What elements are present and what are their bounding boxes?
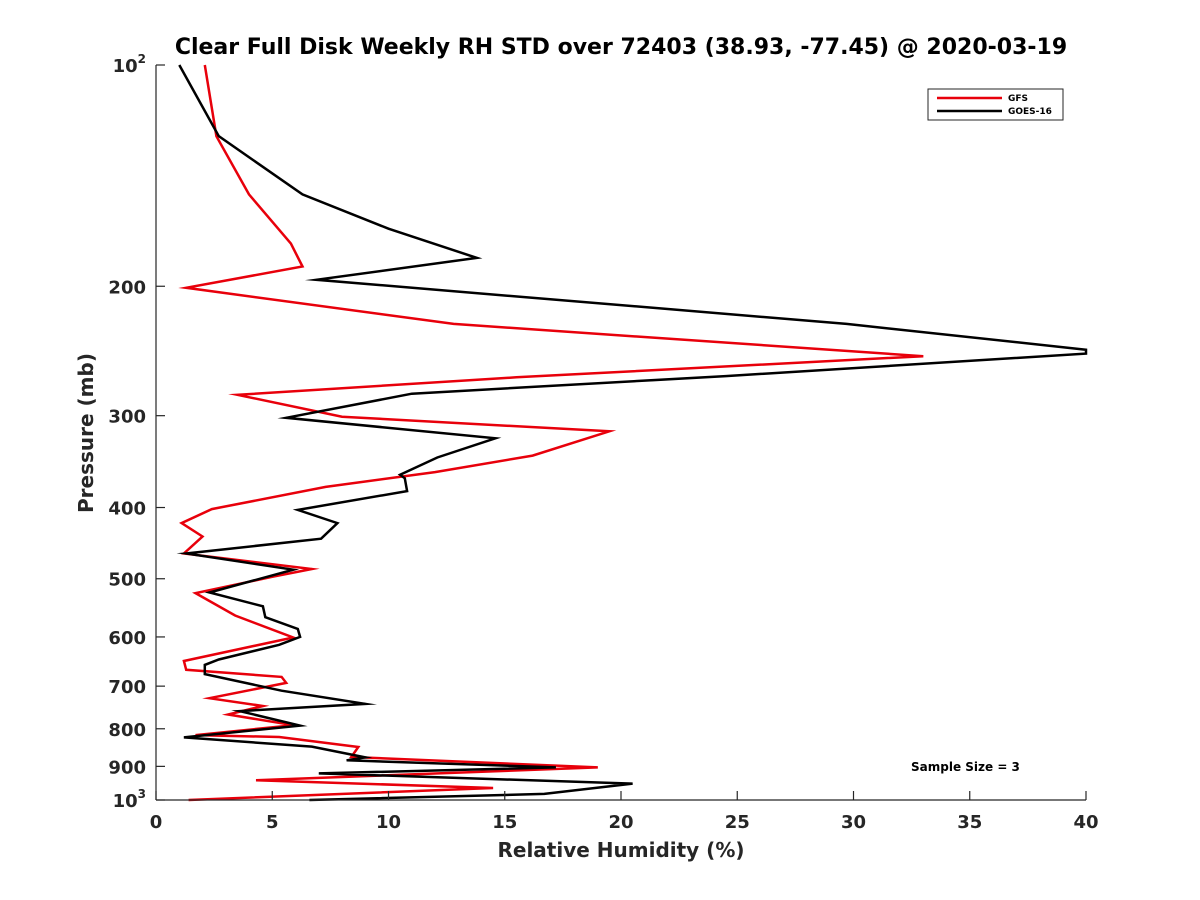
y-tick-label: 500 bbox=[108, 570, 146, 591]
legend-items: GFS GOES-16 bbox=[937, 94, 1052, 117]
x-tick-label: 25 bbox=[725, 812, 750, 833]
x-tick-label: 20 bbox=[608, 812, 633, 833]
sample-size-annotation: Sample Size = 3 bbox=[911, 760, 1020, 774]
chart-title: Clear Full Disk Weekly RH STD over 72403… bbox=[175, 35, 1067, 60]
series-line-goes-16 bbox=[176, 64, 1088, 802]
y-tick-label: 700 bbox=[108, 677, 146, 698]
y-ticks: 102 200 300 400 500 600 700 800 900 103 bbox=[108, 52, 165, 812]
y-tick-label: 300 bbox=[108, 407, 146, 428]
x-tick-label: 10 bbox=[376, 812, 401, 833]
x-tick-label: 0 bbox=[150, 812, 163, 833]
x-tick-label: 30 bbox=[841, 812, 866, 833]
x-ticks: 0 5 10 15 20 25 30 35 40 bbox=[150, 791, 1099, 833]
y-tick-label: 102 bbox=[113, 52, 146, 77]
y-axis-label: Pressure (mb) bbox=[74, 353, 98, 513]
y-tick-label: 200 bbox=[108, 277, 146, 298]
legend: GFS GOES-16 bbox=[927, 88, 1064, 121]
x-tick-label: 35 bbox=[957, 812, 982, 833]
series-line-gfs bbox=[178, 64, 924, 802]
x-tick-label: 5 bbox=[266, 812, 279, 833]
legend-label-goes-16: GOES-16 bbox=[1008, 107, 1052, 117]
x-axis-label: Relative Humidity (%) bbox=[497, 838, 744, 862]
y-tick-label: 400 bbox=[108, 499, 146, 520]
y-tick-label: 800 bbox=[108, 720, 146, 741]
legend-label-gfs: GFS bbox=[1008, 94, 1028, 104]
y-tick-label: 900 bbox=[108, 757, 146, 778]
legend-box bbox=[927, 88, 1064, 121]
x-tick-label: 15 bbox=[492, 812, 517, 833]
series-layer bbox=[176, 64, 1088, 802]
x-tick-label: 40 bbox=[1073, 812, 1098, 833]
plot-area: 0 5 10 15 20 25 30 35 40 102 200 300 400 500 600 700 80… bbox=[108, 52, 1098, 833]
y-tick-label: 103 bbox=[113, 787, 146, 812]
y-tick-label: 600 bbox=[108, 628, 146, 649]
